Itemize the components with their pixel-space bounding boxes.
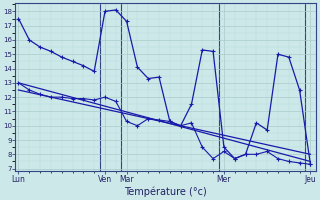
X-axis label: Température (°c): Température (°c) [124,187,207,197]
